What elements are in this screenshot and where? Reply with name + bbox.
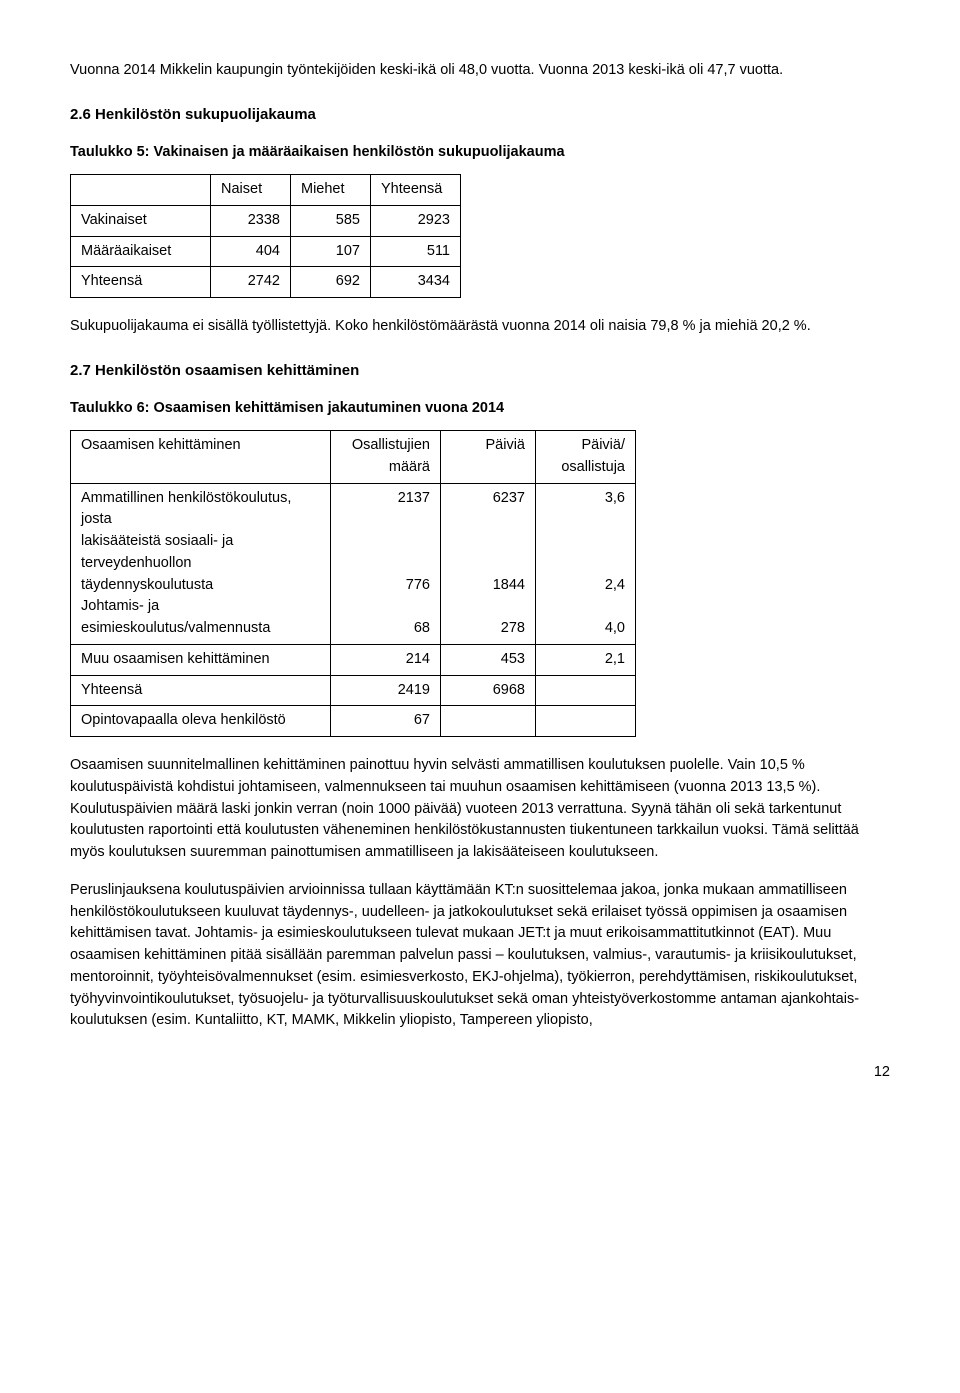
table6-caption: Taulukko 6: Osaamisen kehittämisen jakau… <box>70 398 890 420</box>
table-cell: 404 <box>211 236 291 267</box>
table-row: Yhteensä 2419 6968 <box>71 675 636 706</box>
table-cell: 2,1 <box>536 644 636 675</box>
body-paragraph: Peruslinjauksena koulutuspäivien arvioin… <box>70 880 890 1032</box>
table-header-cell: Yhteensä <box>371 175 461 206</box>
cell-line: esimieskoulutus/valmennusta <box>81 618 320 640</box>
table-header-cell: Osaamisen kehittäminen <box>71 431 331 484</box>
cell-line: 6237 <box>451 488 525 510</box>
table-header-cell: Osallistujien määrä <box>331 431 441 484</box>
table-cell: Opintovapaalla oleva henkilöstö <box>71 706 331 737</box>
table-cell: 6237 1844 278 <box>441 483 536 644</box>
table-header-cell: Naiset <box>211 175 291 206</box>
table-cell: 453 <box>441 644 536 675</box>
table-cell: Yhteensä <box>71 267 211 298</box>
table-row: Naiset Miehet Yhteensä <box>71 175 461 206</box>
table-cell: 511 <box>371 236 461 267</box>
table-cell: 214 <box>331 644 441 675</box>
table-cell: Vakinaiset <box>71 205 211 236</box>
cell-line: lakisääteistä sosiaali- ja <box>81 531 320 553</box>
table-cell: 6968 <box>441 675 536 706</box>
page-number: 12 <box>70 1062 890 1084</box>
table-cell <box>536 675 636 706</box>
table-row: Yhteensä 2742 692 3434 <box>71 267 461 298</box>
cell-line: täydennyskoulutusta <box>81 575 320 597</box>
intro-paragraph: Vuonna 2014 Mikkelin kaupungin työntekij… <box>70 60 890 82</box>
table-cell: 2742 <box>211 267 291 298</box>
table-cell: 67 <box>331 706 441 737</box>
table-row: Osaamisen kehittäminen Osallistujien mää… <box>71 431 636 484</box>
cell-line: 278 <box>451 618 525 640</box>
table-cell: 3,6 2,4 4,0 <box>536 483 636 644</box>
table-header-cell: Miehet <box>291 175 371 206</box>
table-row: Opintovapaalla oleva henkilöstö 67 <box>71 706 636 737</box>
table-row: Ammatillinen henkilöstökoulutus, josta l… <box>71 483 636 644</box>
table-cell <box>536 706 636 737</box>
table-cell: 585 <box>291 205 371 236</box>
table-cell: 2338 <box>211 205 291 236</box>
body-paragraph: Osaamisen suunnitelmallinen kehittäminen… <box>70 755 890 864</box>
cell-line: josta <box>81 509 320 531</box>
table-row: Muu osaamisen kehittäminen 214 453 2,1 <box>71 644 636 675</box>
cell-line: 3,6 <box>546 488 625 510</box>
cell-line: 776 <box>341 575 430 597</box>
table-header-cell: Päiviä <box>441 431 536 484</box>
cell-line: Johtamis- ja <box>81 596 320 618</box>
cell-line: 1844 <box>451 575 525 597</box>
table-header-cell: Päiviä/ osallistuja <box>536 431 636 484</box>
table-cell: 3434 <box>371 267 461 298</box>
table5-caption: Taulukko 5: Vakinaisen ja määräaikaisen … <box>70 142 890 164</box>
table-cell: 107 <box>291 236 371 267</box>
table5: Naiset Miehet Yhteensä Vakinaiset 2338 5… <box>70 174 461 298</box>
table-cell: Muu osaamisen kehittäminen <box>71 644 331 675</box>
table-cell: Yhteensä <box>71 675 331 706</box>
table-cell: Määräaikaiset <box>71 236 211 267</box>
header-text: määrä <box>389 459 430 475</box>
header-text: Osallistujien <box>352 437 430 453</box>
cell-line: 2137 <box>341 488 430 510</box>
cell-line: terveydenhuollon <box>81 553 320 575</box>
table-header-cell <box>71 175 211 206</box>
cell-line: 2,4 <box>546 575 625 597</box>
table-cell <box>441 706 536 737</box>
table-cell: 2137 776 68 <box>331 483 441 644</box>
header-text: Päiviä/ <box>581 437 625 453</box>
paragraph-after-table5: Sukupuolijakauma ei sisällä työllistetty… <box>70 316 890 338</box>
cell-line: Ammatillinen henkilöstökoulutus, <box>81 488 320 510</box>
table-row: Vakinaiset 2338 585 2923 <box>71 205 461 236</box>
table-cell: Ammatillinen henkilöstökoulutus, josta l… <box>71 483 331 644</box>
table-cell: 2419 <box>331 675 441 706</box>
header-text: osallistuja <box>561 459 625 475</box>
cell-line: 68 <box>341 618 430 640</box>
section-2-6-heading: 2.6 Henkilöstön sukupuolijakauma <box>70 104 890 127</box>
section-2-7-heading: 2.7 Henkilöstön osaamisen kehittäminen <box>70 360 890 383</box>
table6: Osaamisen kehittäminen Osallistujien mää… <box>70 430 636 737</box>
cell-line: 4,0 <box>546 618 625 640</box>
table-cell: 2923 <box>371 205 461 236</box>
table-row: Määräaikaiset 404 107 511 <box>71 236 461 267</box>
table-cell: 692 <box>291 267 371 298</box>
